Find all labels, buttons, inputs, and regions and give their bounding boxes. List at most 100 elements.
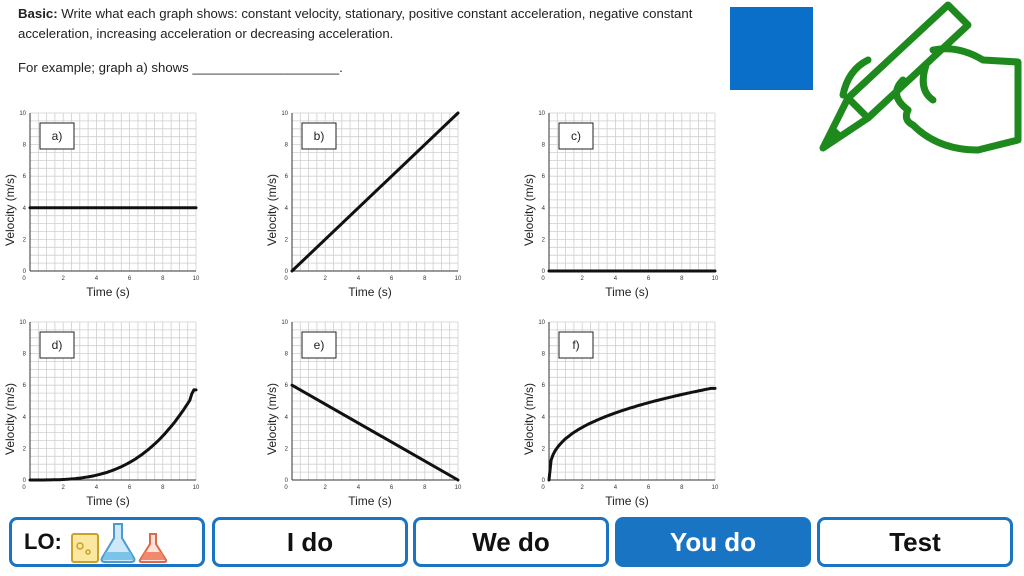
- x-tick-label: 10: [193, 276, 200, 282]
- blue-square: [730, 7, 813, 90]
- x-axis-label: Time (s): [348, 285, 392, 299]
- x-axis-label: Time (s): [605, 494, 649, 508]
- graph-label-box: [301, 331, 337, 359]
- i-do-button[interactable]: I do: [212, 517, 408, 567]
- graph-label-box: [301, 122, 337, 150]
- x-tick-label: 8: [423, 485, 427, 491]
- graph-label-box: [39, 331, 75, 359]
- y-tick-label: 10: [538, 111, 545, 117]
- x-tick-label: 2: [62, 485, 66, 491]
- graph-svg: 0 2 4 6 8 10 0 2 4 6 8 10 Time (s) Velocity (m/s) a): [3, 111, 200, 299]
- y-tick-label: 4: [285, 415, 289, 421]
- graph-b: 0 2 4 6 8 10 0 2 4 6 8 10 Time (s) Velocity (m/s) b): [262, 106, 492, 306]
- x-tick-label: 8: [680, 276, 684, 282]
- x-tick-label: 2: [581, 276, 585, 282]
- y-tick-label: 2: [542, 446, 546, 452]
- x-tick-label: 6: [390, 276, 394, 282]
- graph-label-box: [558, 331, 594, 359]
- x-tick-label: 0: [22, 485, 26, 491]
- y-tick-label: 0: [542, 478, 546, 484]
- graph-a: 0 2 4 6 8 10 0 2 4 6 8 10 Time (s) Velocity (m/s) a): [0, 106, 230, 306]
- y-tick-label: 0: [23, 478, 27, 484]
- y-tick-label: 8: [23, 143, 27, 149]
- y-axis-label: Velocity (m/s): [265, 383, 279, 455]
- x-tick-label: 6: [647, 276, 651, 282]
- y-tick-label: 10: [19, 320, 26, 326]
- y-tick-label: 0: [23, 269, 27, 275]
- x-tick-label: 10: [455, 276, 462, 282]
- x-tick-label: 2: [62, 276, 66, 282]
- y-tick-label: 6: [285, 174, 289, 180]
- lo-box[interactable]: LO:: [9, 517, 205, 567]
- hand-with-pencil-icon: [819, 1, 1022, 154]
- y-tick-label: 8: [542, 143, 546, 149]
- x-tick-label: 2: [324, 485, 328, 491]
- graph-label: f): [572, 338, 579, 352]
- y-axis-label: Velocity (m/s): [3, 174, 17, 246]
- x-tick-label: 10: [712, 276, 719, 282]
- x-tick-label: 4: [95, 276, 99, 282]
- instructions-bold: Basic:: [18, 6, 58, 21]
- x-axis-label: Time (s): [86, 285, 130, 299]
- y-tick-label: 8: [23, 352, 27, 358]
- y-tick-label: 6: [542, 174, 546, 180]
- y-tick-label: 2: [23, 237, 27, 243]
- instructions: Basic: Write what each graph shows: cons…: [18, 4, 726, 44]
- y-tick-label: 6: [285, 383, 289, 389]
- graph-svg: 0 2 4 6 8 10 0 2 4 6 8 10 Time (s) Velocity (m/s) d): [3, 320, 200, 508]
- x-axis-label: Time (s): [86, 494, 130, 508]
- y-tick-label: 8: [542, 352, 546, 358]
- graph-label: e): [314, 338, 325, 352]
- lo-label: LO:: [24, 529, 62, 554]
- y-tick-label: 4: [542, 206, 546, 212]
- x-tick-label: 0: [284, 276, 288, 282]
- velocity-curve: [290, 111, 460, 273]
- x-tick-label: 6: [128, 276, 132, 282]
- graph-e: 0 2 4 6 8 10 0 2 4 6 8 10 Time (s) Velocity (m/s) e): [262, 315, 492, 515]
- x-tick-label: 6: [647, 485, 651, 491]
- instructions-text: Write what each graph shows: constant ve…: [18, 6, 693, 41]
- x-tick-label: 10: [455, 485, 462, 491]
- x-tick-label: 8: [423, 276, 427, 282]
- x-tick-label: 10: [712, 485, 719, 491]
- x-tick-label: 4: [357, 276, 361, 282]
- lab-flasks-icon: [70, 523, 168, 563]
- y-tick-label: 8: [285, 352, 289, 358]
- x-tick-label: 0: [22, 276, 26, 282]
- graph-label: c): [571, 129, 581, 143]
- y-tick-label: 10: [538, 320, 545, 326]
- y-tick-label: 2: [285, 446, 289, 452]
- graph-c: 0 2 4 6 8 10 0 2 4 6 8 10 Time (s) Velocity (m/s) c): [519, 106, 749, 306]
- you-do-button[interactable]: You do: [615, 517, 811, 567]
- y-tick-label: 0: [285, 269, 289, 275]
- y-tick-label: 10: [281, 320, 288, 326]
- x-tick-label: 8: [680, 485, 684, 491]
- y-tick-label: 2: [542, 237, 546, 243]
- x-tick-label: 8: [161, 276, 165, 282]
- y-tick-label: 2: [285, 237, 289, 243]
- y-tick-label: 10: [281, 111, 288, 117]
- x-tick-label: 4: [357, 485, 361, 491]
- y-tick-label: 4: [542, 415, 546, 421]
- example-text: For example; graph a) shows ____________…: [18, 60, 343, 75]
- y-tick-label: 2: [23, 446, 27, 452]
- graph-svg: 0 2 4 6 8 10 0 2 4 6 8 10 Time (s) Velocity (m/s) f): [522, 320, 719, 508]
- y-axis-label: Velocity (m/s): [265, 174, 279, 246]
- graph-label: b): [314, 129, 325, 143]
- graph-svg: 0 2 4 6 8 10 0 2 4 6 8 10 Time (s) Velocity (m/s) c): [522, 111, 719, 299]
- y-tick-label: 4: [23, 415, 27, 421]
- x-axis-label: Time (s): [605, 285, 649, 299]
- y-axis-label: Velocity (m/s): [522, 383, 536, 455]
- velocity-curve: [290, 383, 460, 482]
- x-tick-label: 8: [161, 485, 165, 491]
- x-tick-label: 2: [324, 276, 328, 282]
- velocity-curve: [547, 386, 717, 482]
- graph-label: d): [52, 338, 63, 352]
- y-tick-label: 4: [285, 206, 289, 212]
- graph-label-box: [39, 122, 75, 150]
- x-tick-label: 6: [390, 485, 394, 491]
- y-tick-label: 4: [23, 206, 27, 212]
- graph-d: 0 2 4 6 8 10 0 2 4 6 8 10 Time (s) Velocity (m/s) d): [0, 315, 230, 515]
- test-button[interactable]: Test: [817, 517, 1013, 567]
- we-do-button[interactable]: We do: [413, 517, 609, 567]
